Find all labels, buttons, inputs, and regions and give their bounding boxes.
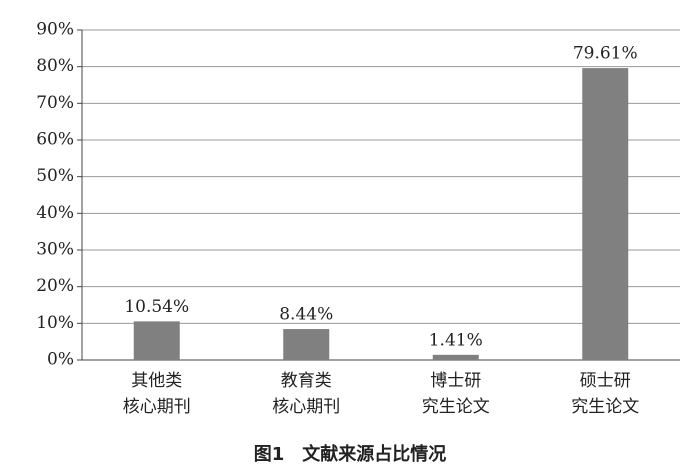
y-tick-label: 40% [36,203,74,223]
bar [432,354,479,360]
chart-title: 图1 文献来源占比情况 [253,444,447,465]
x-tick-label: 博士研 究生论文 [421,371,490,417]
x-tick-label: 硕士研 究生论文 [571,371,640,417]
y-tick-label: 70% [36,93,74,113]
bar [283,329,330,360]
data-label: 10.54% [124,297,189,317]
data-label: 8.44% [279,305,333,325]
bar [133,321,180,360]
bar [582,68,629,360]
y-tick-label: 50% [36,166,74,186]
data-label: 1.41% [429,330,483,350]
x-tick-label: 教育类 核心期刊 [272,371,341,417]
data-label: 79.61% [573,44,638,64]
y-tick-label: 80% [36,56,74,76]
x-tick-label: 其他类 核心期刊 [122,371,191,417]
y-tick-label: 20% [36,276,74,296]
y-tick-label: 0% [47,350,74,370]
y-tick-label: 10% [36,313,74,333]
y-tick-label: 60% [36,130,74,150]
y-tick-label: 30% [36,240,74,260]
y-tick-label: 90% [36,20,74,40]
